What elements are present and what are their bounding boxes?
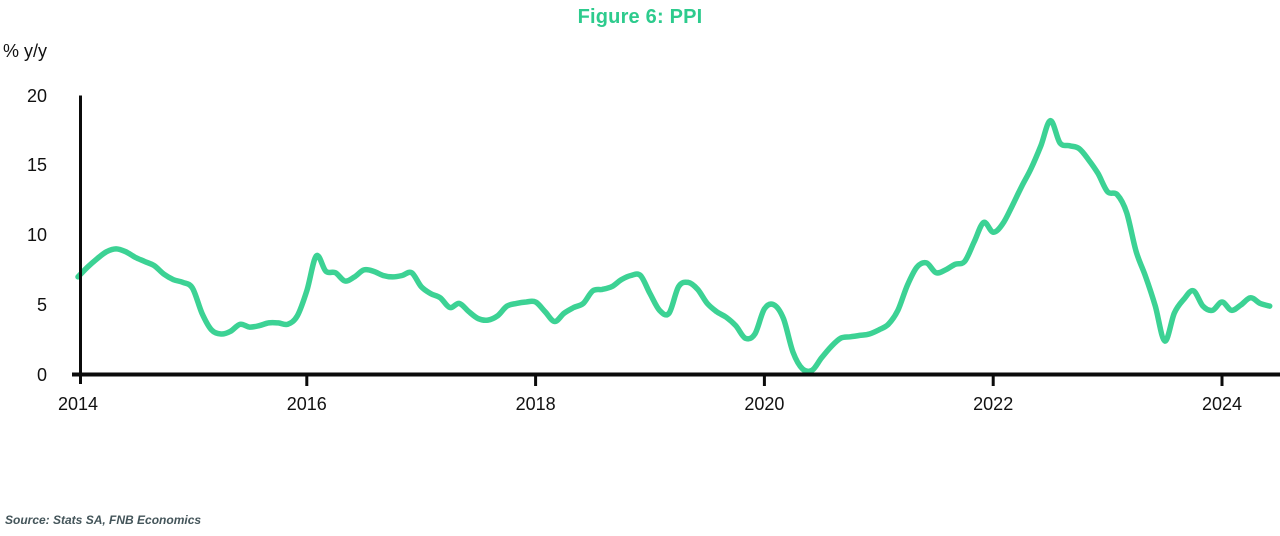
x-tick-label: 2022 — [973, 394, 1014, 414]
y-tick-label: 0 — [36, 364, 47, 385]
x-tick-label: 2018 — [515, 394, 556, 414]
x-tick-label: 2020 — [744, 394, 785, 414]
x-tick-label: 2024 — [1201, 394, 1243, 414]
source-note: Source: Stats SA, FNB Economics — [5, 513, 202, 527]
ppi-line — [75, 117, 1273, 375]
y-tick-label: 15 — [26, 155, 47, 176]
y-tick-label: 20 — [26, 85, 47, 106]
x-tick-label: 2016 — [286, 394, 327, 414]
y-tick-label: 5 — [36, 294, 47, 315]
chart-title: Figure 6: PPI — [577, 6, 703, 28]
y-axis-unit-label: % y/y — [3, 41, 48, 61]
y-tick-label: 10 — [26, 225, 47, 245]
x-tick-label: 2014 — [57, 394, 99, 414]
